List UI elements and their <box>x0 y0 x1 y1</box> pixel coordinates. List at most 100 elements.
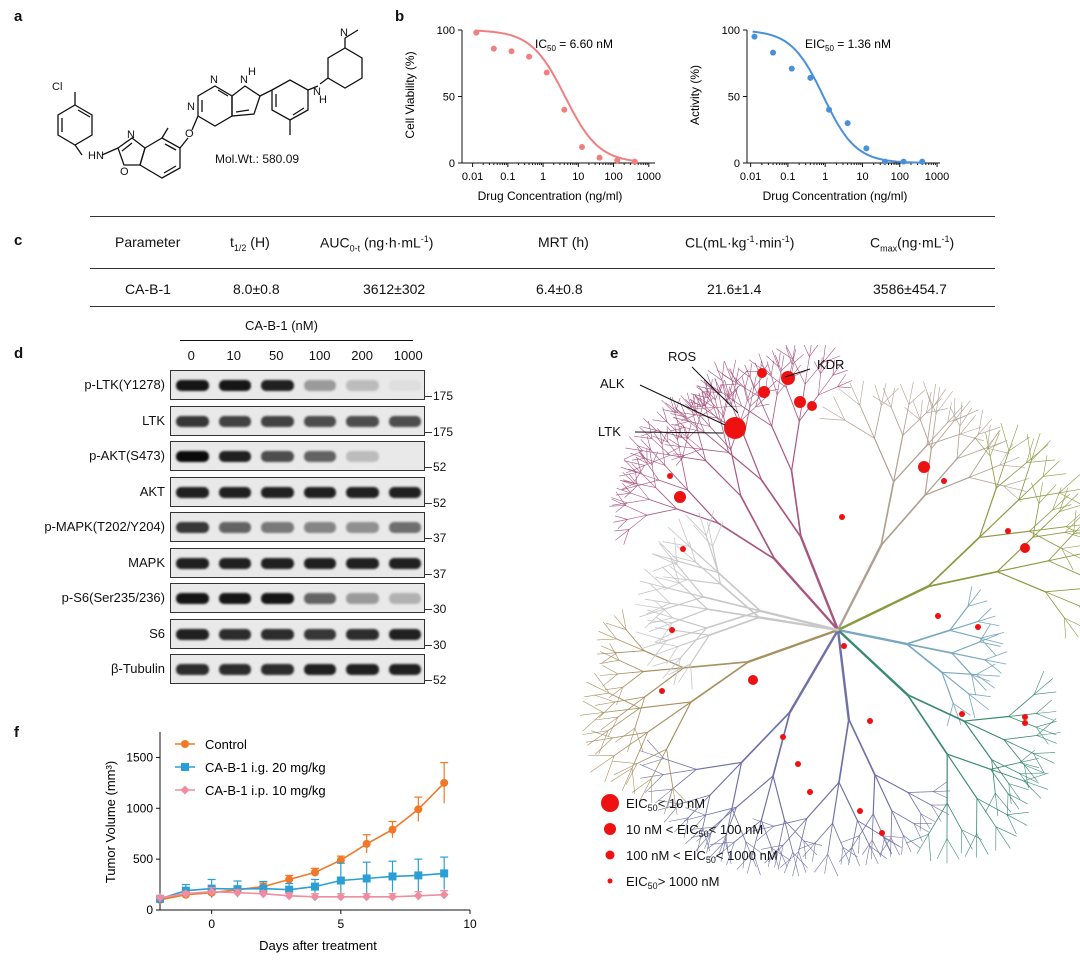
tumor-point <box>336 892 346 902</box>
kinome-branch <box>717 571 762 612</box>
kinome-branch <box>1065 526 1080 535</box>
kinome-branch <box>946 753 978 799</box>
kinome-branch <box>791 349 797 365</box>
tumor-point <box>440 778 449 787</box>
blot-kd-label: 52 <box>433 460 447 474</box>
kinome-branch <box>784 851 794 874</box>
tumor-point <box>414 871 423 880</box>
kinome-branch <box>720 840 726 862</box>
kinome-branch <box>628 473 638 485</box>
kinome-branch <box>996 560 1049 573</box>
kinome-branch <box>784 819 794 853</box>
tumor-point <box>181 889 191 899</box>
kinome-branch <box>827 853 839 877</box>
kinome-branch <box>956 425 961 460</box>
kinome-branch <box>989 455 997 489</box>
kinome-branch <box>930 420 955 450</box>
blot-kd-label: 52 <box>433 495 447 510</box>
kinome-branch <box>985 440 1006 449</box>
kinome-branch <box>671 455 685 461</box>
kinome-branch <box>718 834 727 855</box>
blot-band <box>346 522 379 533</box>
kinome-branch <box>700 406 718 419</box>
kinome-branch <box>670 413 687 418</box>
tumor-legend: Control CA-B-1 i.g. 20 mg/kg CA-B-1 i.p. 1… <box>175 737 326 798</box>
kinome-branch <box>636 445 651 451</box>
activity-data-point <box>881 158 888 165</box>
kinome-branch <box>1019 773 1039 784</box>
blot-band <box>218 486 251 498</box>
legend-text-sub: 50 <box>648 803 658 813</box>
blot-band <box>176 593 209 604</box>
kinome-branch <box>596 652 618 655</box>
activity-data-point <box>844 120 851 127</box>
kinome-branch <box>792 345 796 360</box>
kinome-branch <box>671 768 697 790</box>
kinome-branch <box>874 774 893 812</box>
legend-text-sub: 50 <box>699 829 709 839</box>
kinome-branch <box>932 790 951 792</box>
kinome-branch <box>977 621 1000 627</box>
blot-band <box>388 557 421 569</box>
blot-kd-tick <box>425 431 432 433</box>
kinome-branch <box>639 750 665 759</box>
kinome-branch <box>842 846 850 864</box>
kinome-branch <box>598 630 617 640</box>
kinome-branch <box>752 819 762 853</box>
kinome-branch <box>941 671 954 704</box>
kinome-branch <box>790 470 802 538</box>
kinome-hit-dot <box>975 624 981 630</box>
kinome-branch <box>967 600 988 607</box>
kinome-branch <box>760 364 772 376</box>
kinome-branch <box>679 412 696 416</box>
kinome-branch <box>851 820 858 848</box>
kinome-branch <box>1064 617 1079 638</box>
kinome-branch <box>953 397 956 422</box>
kinome-branch <box>662 657 682 679</box>
blot-strip <box>170 618 425 649</box>
kinome-branch <box>648 582 671 604</box>
kinome-branch <box>600 716 619 731</box>
tumor-point <box>362 839 371 848</box>
kinome-branch <box>647 739 665 759</box>
kinome-branch <box>1023 780 1042 799</box>
kinome-branch <box>640 426 658 431</box>
kinome-branch <box>1035 711 1057 714</box>
kinome-hit-dot <box>879 830 885 836</box>
kinome-branch <box>928 833 932 862</box>
kinome-branch <box>721 361 725 381</box>
kinome-branch <box>1026 433 1032 461</box>
kinome-branch <box>757 616 840 632</box>
kinome-branch <box>1073 510 1077 535</box>
kinome-branch <box>637 447 646 459</box>
kinome-branch <box>728 451 763 481</box>
kinome-branch <box>661 443 666 466</box>
tumor-series-line <box>159 872 445 900</box>
kinome-branch <box>803 840 818 856</box>
kinome-branch <box>991 759 1010 785</box>
kinome-branch <box>752 851 761 876</box>
kinome-branch <box>1032 531 1066 538</box>
kinome-branch <box>616 686 624 705</box>
kinome-branch <box>901 834 904 855</box>
kinome-branch <box>770 360 774 376</box>
kinome-branch <box>749 376 759 397</box>
kinome-branch <box>927 536 981 588</box>
blot-band <box>218 415 251 427</box>
kinome-branch <box>645 774 664 793</box>
blot-band <box>303 557 336 569</box>
blot-band <box>261 593 294 604</box>
blot-label: MAPK <box>128 554 165 570</box>
atom-o-oxazole: O <box>120 166 129 178</box>
kinome-branch <box>730 449 742 497</box>
kinome-branch <box>758 395 773 427</box>
kinome-branch <box>890 837 892 857</box>
kinome-branch <box>932 791 949 799</box>
kinome-branch <box>745 841 757 868</box>
kinome-branch <box>636 458 642 474</box>
viability-ytick-label: 0 <box>449 158 455 170</box>
kinome-branch <box>1036 735 1057 744</box>
kinome-branch <box>690 660 750 703</box>
activity-ylabel: Activity (%) <box>688 65 702 125</box>
kinome-branch <box>803 840 807 859</box>
